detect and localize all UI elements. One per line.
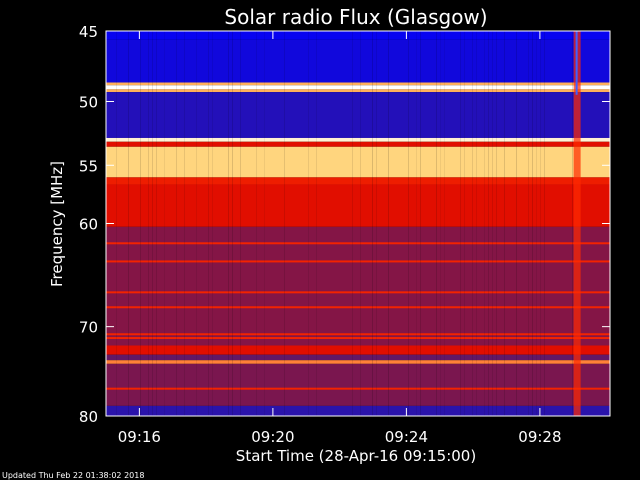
texture-stripe (316, 31, 317, 416)
emission-line-3 (106, 306, 610, 309)
texture-stripe (544, 31, 545, 416)
frequency-band-15 (106, 363, 610, 406)
spectrogram-plot (106, 31, 610, 416)
y-tick-label: 45 (79, 23, 98, 41)
y-tick-label: 50 (79, 94, 98, 112)
frequency-band-2 (106, 82, 610, 86)
burst-band (573, 31, 581, 416)
frequency-band-4 (106, 89, 610, 93)
texture-stripe (492, 31, 493, 416)
emission-line-1 (106, 260, 610, 263)
chart-title: Solar radio Flux (Glasgow) (224, 5, 487, 29)
texture-stripe (420, 31, 421, 416)
burst-core (575, 31, 578, 95)
emission-line-0 (106, 242, 610, 245)
texture-stripe (284, 31, 285, 416)
frequency-band-8 (106, 146, 610, 178)
emission-line-5 (106, 337, 610, 340)
texture-stripe (444, 31, 445, 416)
emission-line-6 (106, 387, 610, 390)
frequency-band-14 (106, 360, 610, 364)
frequency-band-5 (106, 92, 610, 138)
emission-line-2 (106, 291, 610, 294)
y-axis: 45 50 55 60 70 80 (79, 23, 610, 426)
x-tick-label: 09:28 (518, 428, 561, 446)
texture-stripe (128, 31, 129, 416)
frequency-band-12 (106, 345, 610, 355)
texture-stripe (408, 31, 409, 416)
y-axis-label: Frequency [MHz] (48, 161, 66, 287)
texture-stripe (196, 31, 197, 416)
x-tick-label: 09:16 (118, 428, 161, 446)
texture-stripe (488, 31, 489, 416)
texture-stripe (460, 31, 461, 416)
texture-stripe (372, 31, 373, 416)
y-tick-label: 80 (79, 408, 98, 426)
texture-stripe (140, 31, 141, 416)
texture-stripe (516, 31, 517, 416)
texture-stripe (376, 31, 377, 416)
frequency-band-9 (106, 177, 610, 185)
texture-stripe (388, 31, 389, 416)
texture-stripe (208, 31, 209, 416)
frequency-band-16 (106, 405, 610, 416)
x-tick-label: 09:20 (251, 428, 294, 446)
texture-stripe (184, 31, 185, 416)
texture-stripe (496, 31, 497, 416)
texture-stripe (232, 31, 233, 416)
texture-stripe (532, 31, 533, 416)
texture-stripe (240, 31, 241, 416)
frequency-band-1 (106, 39, 610, 83)
time-stripes (116, 31, 573, 416)
frequency-band-11 (106, 226, 610, 346)
emission-line-4 (106, 333, 610, 336)
frequency-band-7 (106, 141, 610, 147)
texture-stripe (440, 31, 441, 416)
texture-stripe (164, 31, 165, 416)
texture-stripe (256, 31, 257, 416)
y-tick-label: 60 (79, 216, 98, 234)
texture-stripe (536, 31, 537, 416)
texture-stripe (484, 31, 485, 416)
texture-stripe (540, 31, 541, 416)
texture-stripe (436, 31, 437, 416)
texture-stripe (464, 31, 465, 416)
texture-stripe (228, 31, 229, 416)
y-tick-label: 55 (79, 157, 98, 175)
texture-stripe (212, 31, 213, 416)
texture-stripe (416, 31, 417, 416)
x-axis-label: Start Time (28-Apr-16 09:15:00) (236, 447, 476, 465)
texture-stripe (152, 31, 153, 416)
texture-stripe (264, 31, 265, 416)
texture-stripe (308, 31, 309, 416)
texture-stripe (176, 31, 177, 416)
texture-stripe (504, 31, 505, 416)
x-axis: 09:16 09:20 09:24 09:28 (118, 31, 562, 446)
frequency-band-10 (106, 184, 610, 227)
texture-stripe (156, 31, 157, 416)
frequency-band-13 (106, 354, 610, 361)
frequency-bands (106, 31, 610, 416)
texture-stripe (572, 31, 573, 416)
y-tick-label: 70 (79, 319, 98, 337)
updated-timestamp: Updated Thu Feb 22 01:38:02 2018 (2, 471, 144, 480)
emission-lines (106, 242, 610, 390)
texture-stripe (148, 31, 149, 416)
frequency-band-6 (106, 137, 610, 142)
texture-stripe (476, 31, 477, 416)
x-tick-label: 09:24 (385, 428, 428, 446)
frequency-band-0 (106, 31, 610, 40)
texture-stripe (528, 31, 529, 416)
texture-stripe (116, 31, 117, 416)
texture-stripe (360, 31, 361, 416)
texture-stripe (352, 31, 353, 416)
frequency-band-3 (106, 85, 610, 90)
radio-burst (573, 31, 581, 416)
texture-stripe (472, 31, 473, 416)
